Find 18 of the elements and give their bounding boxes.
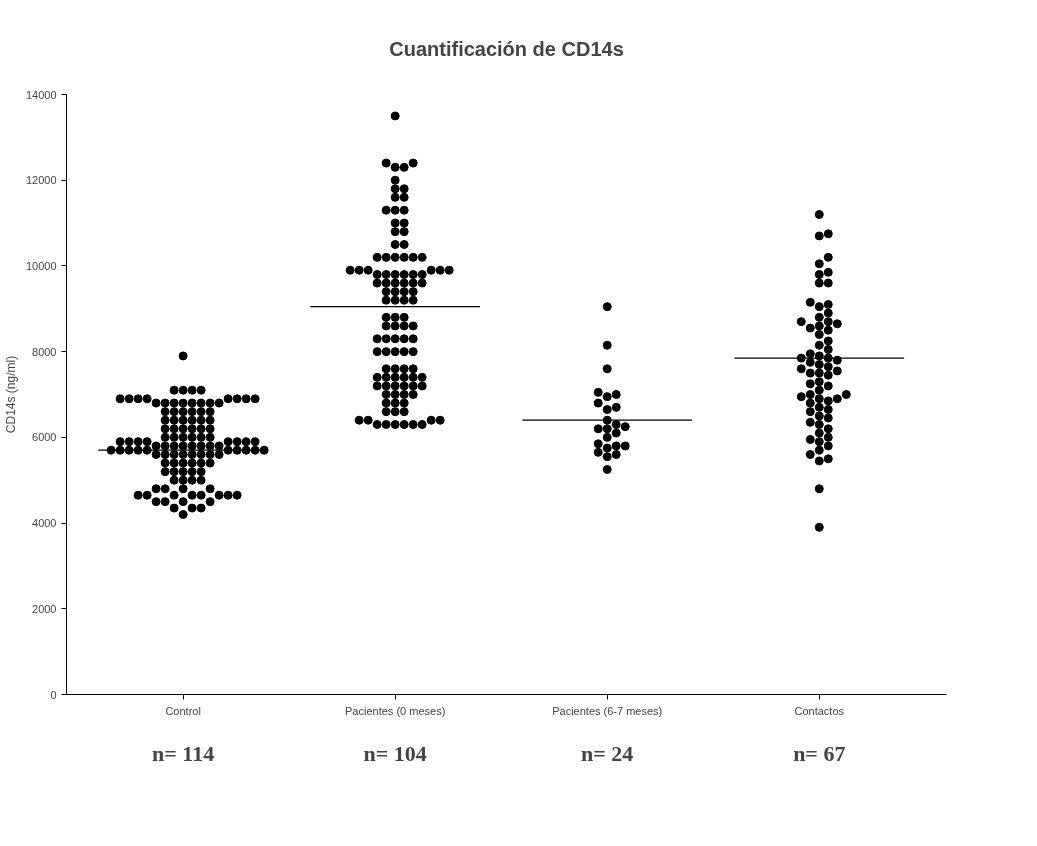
chart-title: Cuantificación de CD14s: [389, 37, 624, 60]
y-axis-title: CD14s (ng/ml): [3, 355, 18, 434]
y-tick-label: 2000: [32, 602, 57, 615]
y-tick-label: 14000: [25, 88, 57, 101]
x-tick-label: Control: [165, 704, 201, 717]
text: n= 104: [363, 740, 427, 766]
y-tick-label: 0: [50, 688, 57, 701]
text: n= 24: [581, 740, 634, 766]
y-tick-label: 12000: [25, 174, 57, 187]
y-tick-label: 4000: [32, 517, 57, 530]
y-tick-label: 8000: [32, 345, 57, 358]
x-tick-label: Contactos: [794, 704, 845, 717]
y-tick-label: 6000: [32, 431, 57, 444]
text: n= 114: [152, 740, 215, 766]
y-tick-label: 10000: [25, 259, 57, 272]
x-tick-label: Pacientes (0 meses): [345, 704, 446, 717]
x-tick-label: Pacientes (6-7 meses): [552, 704, 663, 717]
text: n= 67: [793, 740, 846, 766]
